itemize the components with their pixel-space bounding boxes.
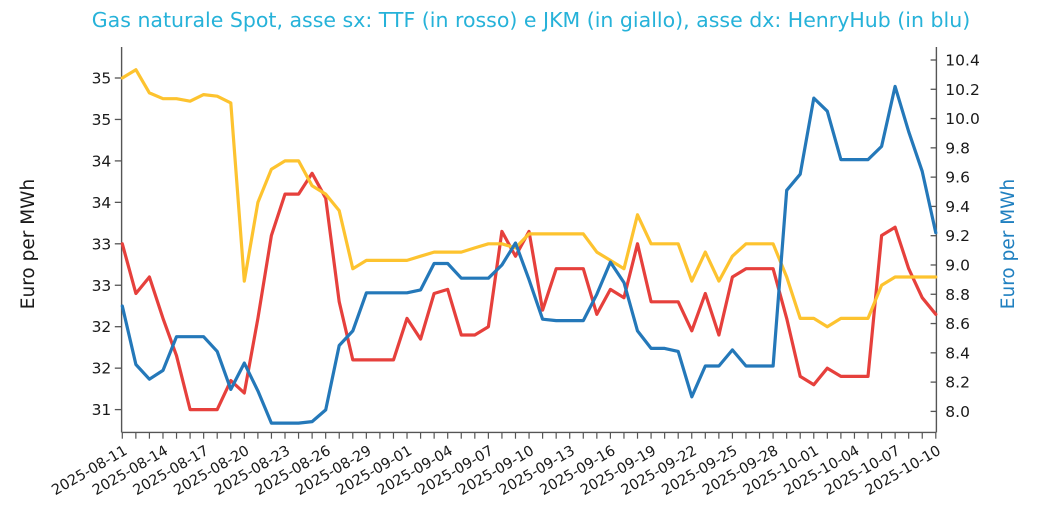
- series-line-jkm: [120, 68, 938, 329]
- right-axis-tick-label: 9.4: [945, 198, 970, 216]
- left-axis-tick-label: 31: [92, 401, 112, 419]
- right-axis-tick-label: 8.4: [945, 344, 970, 362]
- right-axis-tick-label: 9.0: [945, 256, 970, 274]
- left-axis-tick-label: 34: [92, 194, 112, 212]
- right-axis-tick-label: 10.2: [945, 81, 980, 99]
- right-axis-title: Euro per MWh: [998, 179, 1019, 309]
- series-line-ttf: [120, 171, 938, 412]
- chart-title: Gas naturale Spot, asse sx: TTF (in ross…: [91, 8, 971, 32]
- left-axis-tick-label: 32: [92, 318, 112, 336]
- left-axis-tick-label: 34: [92, 152, 112, 170]
- left-axis-tick-label: 35: [92, 70, 112, 88]
- right-axis-tick-label: 10.4: [945, 52, 980, 70]
- right-axis-tick-label: 8.2: [945, 374, 970, 392]
- right-axis-tick-label: 9.6: [945, 169, 970, 187]
- left-axis-tick-label: 33: [92, 277, 112, 295]
- series-line-henryhub: [120, 84, 938, 425]
- left-axis-tick-label: 33: [92, 235, 112, 253]
- left-axis-title: Euro per MWh: [18, 179, 39, 309]
- left-axis-tick-label: 32: [92, 360, 112, 378]
- right-axis-tick-label: 8.8: [945, 286, 970, 304]
- right-axis-tick-label: 8.0: [945, 403, 970, 421]
- right-axis-tick-label: 8.6: [945, 315, 970, 333]
- right-axis-tick-label: 9.8: [945, 139, 970, 157]
- right-axis-tick-label: 10.0: [945, 110, 980, 128]
- right-axis-tick-label: 9.2: [945, 227, 970, 245]
- left-axis-tick-label: 35: [92, 111, 112, 129]
